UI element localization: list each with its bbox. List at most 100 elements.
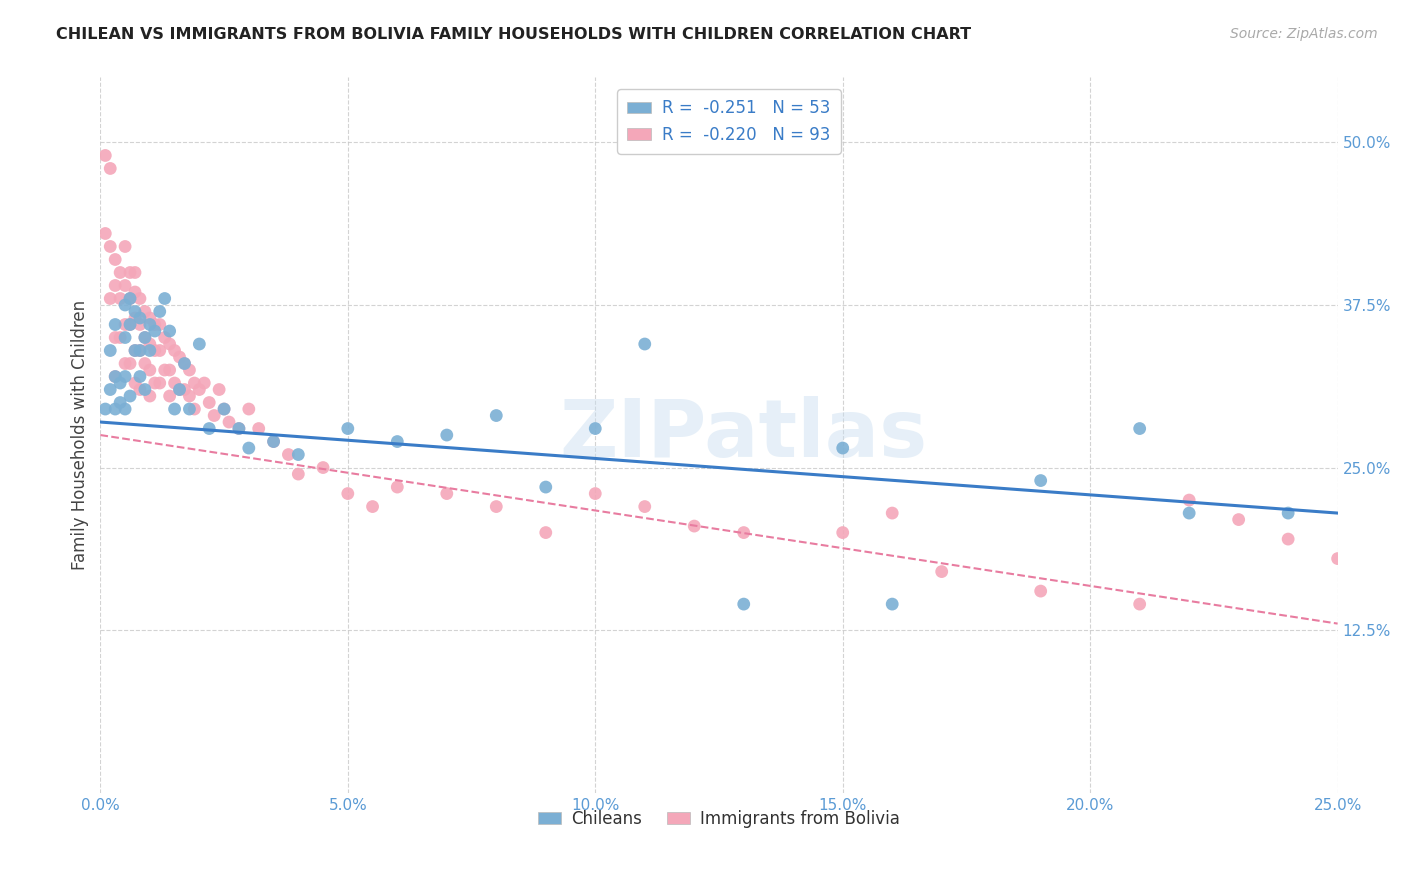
Point [124,311,146,326]
Point [1029,584,1052,599]
Point [153,330,176,344]
Point [1178,493,1201,508]
Point [1029,474,1052,488]
Point [277,448,299,462]
Point [212,402,235,417]
Point [143,343,166,358]
Point [114,318,136,332]
Point [882,506,904,520]
Point [683,519,706,533]
Point [882,597,904,611]
Point [387,434,409,449]
Point [104,402,127,417]
Point [287,448,309,462]
Point [108,265,131,279]
Point [129,292,152,306]
Point [188,337,211,351]
Point [114,298,136,312]
Point [114,239,136,253]
Point [149,343,172,358]
Point [228,421,250,435]
Point [104,252,127,267]
Point [153,292,176,306]
Point [1129,597,1152,611]
Point [228,421,250,435]
Point [134,330,156,344]
Point [173,357,195,371]
Point [583,486,606,500]
Point [634,500,657,514]
Point [94,227,117,241]
Point [118,389,141,403]
Point [159,337,181,351]
Point [114,357,136,371]
Point [287,467,309,481]
Point [139,343,162,358]
Point [534,480,557,494]
Point [124,343,146,358]
Point [108,395,131,409]
Point [98,292,121,306]
Point [149,318,172,332]
Point [436,428,458,442]
Point [118,265,141,279]
Point [183,376,205,390]
Point [129,343,152,358]
Point [149,376,172,390]
Point [179,389,201,403]
Point [534,525,557,540]
Point [104,278,127,293]
Point [98,383,121,397]
Point [485,409,508,423]
Point [134,304,156,318]
Point [336,421,359,435]
Point [104,369,127,384]
Point [733,597,755,611]
Point [124,343,146,358]
Point [114,369,136,384]
Point [94,148,117,162]
Point [104,318,127,332]
Point [361,500,384,514]
Point [108,376,131,390]
Point [129,343,152,358]
Point [163,343,186,358]
Point [159,389,181,403]
Point [163,376,186,390]
Y-axis label: Family Households with Children: Family Households with Children [72,300,89,570]
Point [583,421,606,435]
Point [143,376,166,390]
Point [108,330,131,344]
Point [134,383,156,397]
Point [183,402,205,417]
Point [118,357,141,371]
Point [149,304,172,318]
Point [485,500,508,514]
Point [129,369,152,384]
Point [198,421,221,435]
Point [153,363,176,377]
Point [169,383,191,397]
Point [208,383,231,397]
Point [1178,506,1201,520]
Point [139,337,162,351]
Point [173,357,195,371]
Point [118,292,141,306]
Point [831,525,853,540]
Point [831,441,853,455]
Point [198,395,221,409]
Point [139,318,162,332]
Point [159,324,181,338]
Point [129,311,152,326]
Point [1227,512,1250,526]
Point [124,285,146,299]
Point [169,383,191,397]
Point [108,292,131,306]
Point [263,434,285,449]
Text: Source: ZipAtlas.com: Source: ZipAtlas.com [1230,27,1378,41]
Point [193,376,215,390]
Point [188,383,211,397]
Point [179,363,201,377]
Legend: Chileans, Immigrants from Bolivia: Chileans, Immigrants from Bolivia [531,803,907,834]
Point [1277,532,1299,546]
